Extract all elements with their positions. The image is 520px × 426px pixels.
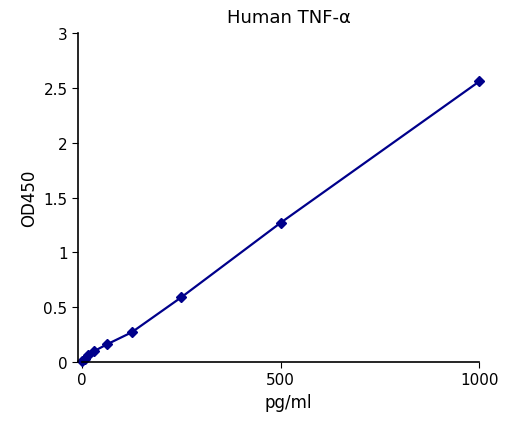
Y-axis label: OD450: OD450 bbox=[20, 170, 38, 227]
X-axis label: pg/ml: pg/ml bbox=[265, 393, 313, 411]
Title: Human TNF-α: Human TNF-α bbox=[227, 9, 350, 27]
